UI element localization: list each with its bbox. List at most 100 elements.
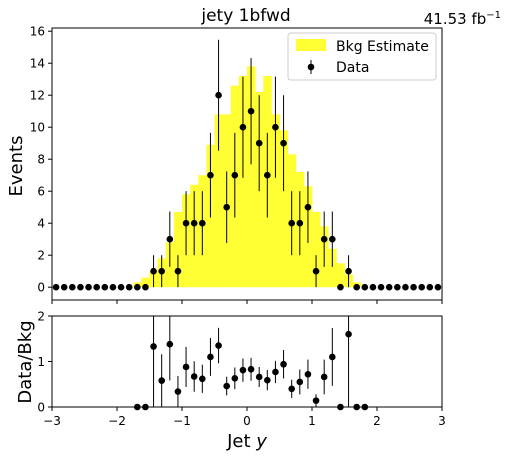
data-point [369, 283, 377, 291]
luminosity-exponent: −1 [486, 10, 501, 21]
ratio-point [264, 376, 271, 384]
data-point [125, 283, 133, 291]
data-point [182, 219, 190, 227]
data-point [93, 283, 100, 291]
data-point [426, 283, 434, 291]
ratio-y-tick-label: 1 [37, 355, 45, 369]
y-tick-label: 16 [30, 25, 45, 39]
data-point [239, 123, 247, 131]
legend: Bkg Estimate Data [287, 32, 437, 81]
data-point [264, 171, 271, 179]
luminosity-label: 41.53 fb−1 [424, 10, 501, 28]
data-point [69, 283, 76, 291]
data-point [77, 283, 84, 291]
data-point [361, 283, 369, 291]
bkg-bar [312, 212, 321, 288]
data-point [158, 267, 165, 275]
bkg-bar [173, 212, 183, 288]
data-point [166, 235, 174, 243]
data-point [142, 283, 149, 291]
ratio-point [296, 378, 304, 386]
data-point [337, 283, 344, 291]
legend-bkg-swatch [296, 39, 326, 51]
main-axes: 0 2 4 6 8 10 12 14 16 [30, 25, 443, 304]
data-point [272, 123, 279, 131]
data-point [320, 235, 328, 243]
bkg-bar [336, 263, 345, 288]
ratio-y-tick-label: 2 [37, 310, 45, 324]
ratio-point [158, 377, 165, 384]
luminosity-value: 41.53 fb [424, 10, 487, 28]
legend-bkg-label: Bkg Estimate [336, 39, 429, 55]
data-point [247, 107, 255, 115]
y-tick-label: 10 [30, 121, 45, 135]
data-point [377, 283, 385, 291]
ratio-point [304, 370, 312, 378]
data-point [109, 283, 117, 291]
data-point [385, 283, 393, 291]
data-point [410, 283, 417, 291]
data-point [345, 267, 352, 275]
legend-data-marker [307, 63, 315, 71]
bkg-bar [247, 66, 256, 288]
y-tick-label: 12 [30, 89, 45, 103]
ratio-point [345, 330, 352, 338]
y-tick-label: 6 [37, 185, 45, 199]
data-point [402, 283, 409, 291]
data-point [280, 139, 287, 147]
x-axis-label: Jet y [226, 431, 267, 452]
data-point [231, 171, 239, 179]
bkg-bar [328, 248, 337, 288]
ratio-point [247, 365, 255, 373]
data-point [418, 283, 425, 291]
x-tick-label: 2 [373, 414, 381, 428]
ratio-point [223, 382, 230, 390]
data-point [288, 219, 295, 227]
main-panel: 0 2 4 6 8 10 12 14 16 [30, 25, 443, 304]
data-point [434, 283, 442, 291]
ratio-point [190, 373, 198, 380]
bkg-bar [214, 114, 224, 288]
ratio-panel: 0 1 2 −3 −2 −1 0 1 2 3 [37, 310, 445, 429]
ratio-point [280, 360, 287, 368]
x-tick-label: 0 [243, 414, 251, 428]
x-tick-label: 3 [438, 414, 446, 428]
ratio-point [329, 353, 336, 361]
data-point [60, 283, 68, 291]
data-point [190, 219, 198, 227]
bkg-bar [238, 76, 248, 288]
data-point [296, 219, 304, 227]
ratio-points [134, 316, 369, 411]
data-point [329, 235, 336, 243]
data-point [150, 267, 157, 275]
ratio-axes: 0 1 2 −3 −2 −1 0 1 2 3 [37, 310, 445, 429]
ratio-point [272, 368, 279, 376]
y-tick-label: 8 [37, 153, 45, 167]
x-tick-label: −3 [43, 414, 61, 428]
data-point [101, 283, 109, 291]
ratio-point [215, 342, 222, 349]
y-tick-label: 2 [37, 249, 45, 263]
y-tick-label: 0 [37, 281, 45, 295]
x-tick-label: −1 [173, 414, 191, 428]
chart-title: jety 1bfwd [200, 6, 290, 26]
bkg-bar [271, 114, 280, 288]
ratio-y-tick-label: 0 [37, 401, 45, 415]
data-point [223, 203, 230, 211]
data-point [312, 267, 320, 275]
y-tick-label: 4 [37, 217, 45, 231]
ratio-point [312, 397, 320, 404]
legend-data-label: Data [336, 60, 369, 76]
data-point [85, 283, 92, 291]
bkg-bar [279, 130, 289, 288]
x-tick-label: 1 [308, 414, 316, 428]
data-point [117, 283, 125, 291]
data-point [255, 139, 263, 147]
data-point [199, 219, 206, 227]
data-point [215, 91, 222, 99]
ratio-point [207, 353, 214, 361]
ratio-point [182, 363, 190, 371]
data-point [304, 203, 312, 211]
ratio-point [150, 343, 157, 350]
